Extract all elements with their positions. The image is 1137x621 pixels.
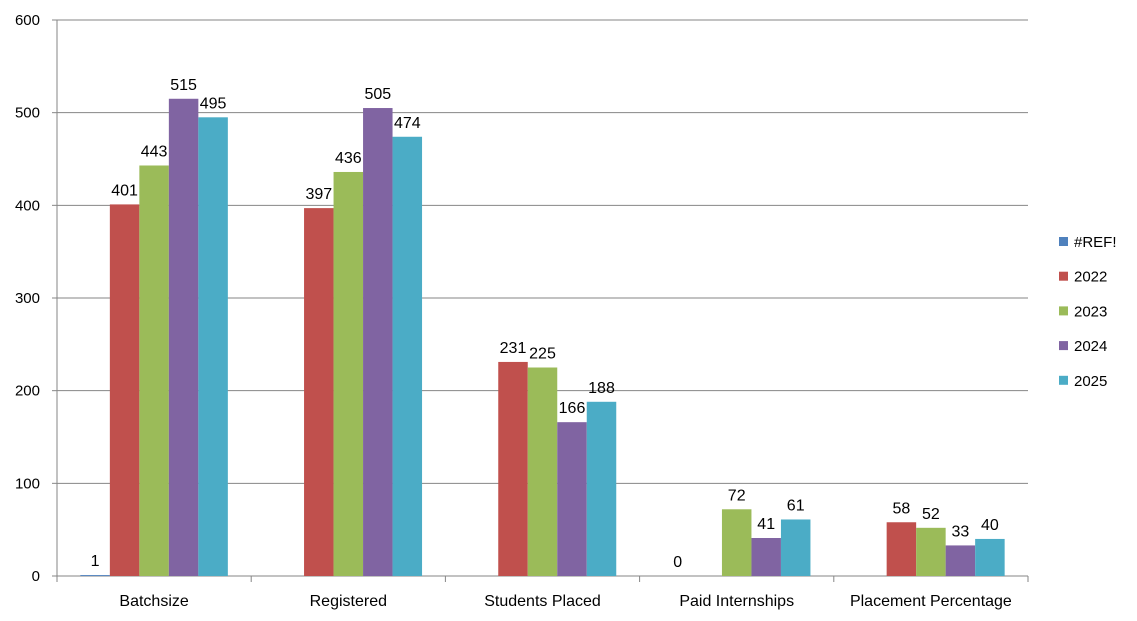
bar — [886, 522, 917, 576]
data-label: 443 — [141, 143, 168, 160]
bar — [975, 538, 1005, 576]
bar — [139, 165, 169, 576]
y-tick-label: 600 — [15, 12, 40, 29]
data-label: 474 — [394, 115, 421, 132]
bars — [80, 98, 1005, 577]
legend-swatch — [1059, 341, 1068, 351]
data-label: 225 — [529, 346, 556, 363]
legend-label: 2024 — [1074, 338, 1107, 355]
y-axis-ticks: 0 100 200 300 400 500 600 — [15, 12, 40, 585]
bar — [109, 204, 140, 576]
bar — [586, 401, 617, 576]
data-label: 52 — [922, 506, 940, 523]
x-category-label: Registered — [310, 593, 387, 610]
data-label: 166 — [559, 400, 586, 417]
x-category-label: Batchsize — [119, 593, 188, 610]
legend-swatch — [1059, 237, 1068, 246]
x-axis-categories: Batchsize Registered Students Placed Paid I… — [119, 593, 1012, 610]
data-label: 401 — [111, 182, 138, 199]
y-tick-label: 100 — [15, 475, 40, 492]
data-label: 231 — [500, 340, 527, 357]
bar — [392, 136, 423, 576]
legend: #REF! 2022 2023 2024 2025 — [1059, 234, 1117, 390]
data-label: 0 — [673, 554, 682, 571]
data-label: 58 — [893, 500, 911, 517]
y-tick-label: 0 — [32, 568, 40, 585]
x-category-label: Paid Internships — [679, 593, 794, 610]
y-tick-label: 400 — [15, 197, 40, 214]
data-label: 436 — [335, 150, 362, 167]
bar — [168, 98, 199, 577]
bar — [527, 367, 558, 576]
x-category-label: Students Placed — [484, 593, 601, 610]
bar — [498, 361, 528, 576]
data-label: 495 — [200, 95, 227, 112]
bar — [721, 509, 752, 576]
bar — [333, 171, 364, 576]
bar — [945, 545, 976, 576]
data-label: 40 — [981, 517, 999, 534]
data-label: 1 — [91, 553, 100, 570]
data-label: 61 — [787, 497, 805, 514]
data-label: 505 — [364, 86, 391, 103]
y-tick-label: 200 — [15, 383, 40, 400]
bar — [363, 108, 393, 577]
legend-swatch — [1059, 306, 1068, 316]
data-label: 397 — [305, 186, 332, 203]
data-label: 72 — [728, 487, 746, 504]
bar — [198, 117, 228, 577]
bar — [751, 538, 781, 576]
data-label: 515 — [170, 77, 197, 94]
data-label: 33 — [952, 523, 970, 540]
legend-label: 2022 — [1074, 269, 1107, 286]
bar — [780, 519, 811, 576]
bar — [557, 422, 587, 576]
data-label: 188 — [588, 380, 615, 397]
x-category-label: Placement Percentage — [850, 593, 1012, 610]
data-label: 41 — [757, 516, 775, 533]
y-tick-label: 500 — [15, 105, 40, 122]
y-tick-label: 300 — [15, 290, 40, 307]
legend-swatch — [1059, 271, 1068, 281]
bar — [304, 208, 334, 576]
legend-swatch — [1059, 375, 1068, 385]
legend-label: 2025 — [1074, 373, 1107, 390]
bar — [80, 575, 110, 576]
legend-label: 2023 — [1074, 303, 1107, 320]
legend-label: #REF! — [1074, 234, 1117, 251]
bar — [916, 527, 946, 576]
